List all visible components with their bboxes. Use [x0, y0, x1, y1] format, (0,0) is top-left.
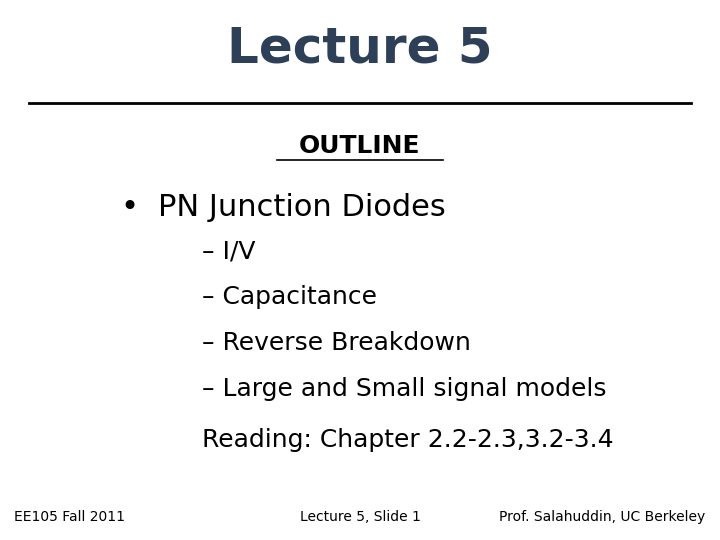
Text: •: •: [120, 193, 139, 222]
Text: Prof. Salahuddin, UC Berkeley: Prof. Salahuddin, UC Berkeley: [500, 510, 706, 524]
Text: – Reverse Breakdown: – Reverse Breakdown: [202, 331, 470, 355]
Text: Reading: Chapter 2.2-2.3,3.2-3.4: Reading: Chapter 2.2-2.3,3.2-3.4: [202, 428, 613, 452]
Text: PN Junction Diodes: PN Junction Diodes: [158, 193, 446, 222]
Text: EE105 Fall 2011: EE105 Fall 2011: [14, 510, 125, 524]
Text: Lecture 5, Slide 1: Lecture 5, Slide 1: [300, 510, 420, 524]
Text: – Large and Small signal models: – Large and Small signal models: [202, 377, 606, 401]
Text: Lecture 5: Lecture 5: [228, 25, 492, 72]
Text: OUTLINE: OUTLINE: [300, 134, 420, 158]
Text: – Capacitance: – Capacitance: [202, 285, 377, 309]
Text: – I/V: – I/V: [202, 239, 255, 263]
